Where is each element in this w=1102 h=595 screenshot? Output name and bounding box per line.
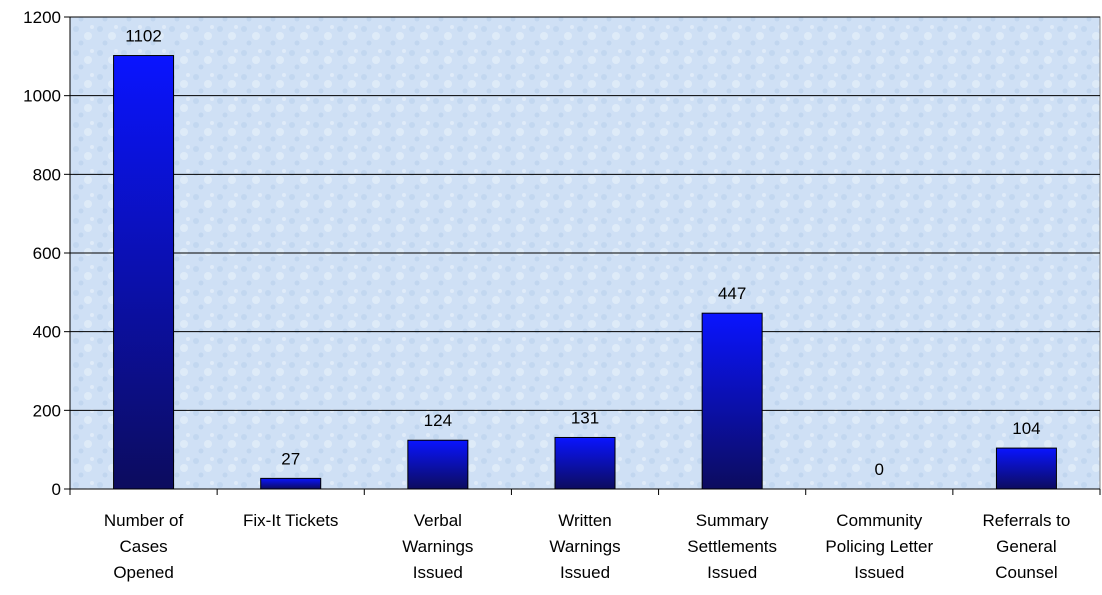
bar — [701, 312, 763, 490]
bar-series — [113, 55, 1057, 490]
bar — [113, 55, 175, 490]
x-category-label: Written — [558, 511, 612, 530]
y-tick-label: 800 — [33, 165, 61, 184]
bar — [995, 447, 1057, 490]
y-tick-label: 1200 — [23, 8, 61, 27]
data-label: 1102 — [125, 27, 162, 46]
x-category-label: Policing Letter — [825, 537, 933, 556]
y-axis: 0 200 400 600 800 1000 1200 — [23, 8, 71, 499]
x-category-label: Referrals to — [982, 511, 1070, 530]
x-category-label: Fix-It Tickets — [243, 511, 338, 530]
x-category-label: Issued — [413, 563, 463, 582]
y-tick-label: 600 — [33, 244, 61, 263]
x-category-label: Summary — [696, 511, 769, 530]
x-category-label: Community — [836, 511, 922, 530]
x-category-label: Counsel — [995, 563, 1057, 582]
x-category-label: Issued — [560, 563, 610, 582]
category-labels: Number of Cases Opened Fix-It Tickets Verbal… — [104, 511, 1070, 582]
x-category-label: Settlements — [687, 537, 777, 556]
x-axis — [69, 488, 1101, 495]
x-category-label: Issued — [707, 563, 757, 582]
x-category-label: General — [996, 537, 1056, 556]
data-label: 27 — [281, 449, 300, 468]
x-category-label: Warnings — [549, 537, 620, 556]
x-category-label: Warnings — [402, 537, 473, 556]
bar — [407, 439, 469, 490]
y-tick-label: 1000 — [23, 87, 61, 106]
x-category-label: Opened — [113, 563, 174, 582]
x-category-label: Verbal — [414, 511, 462, 530]
gridlines — [70, 16, 1100, 411]
y-tick-label: 0 — [52, 480, 61, 499]
y-tick-label: 200 — [33, 401, 61, 420]
data-label: 104 — [1012, 419, 1040, 438]
x-category-label: Number of — [104, 511, 184, 530]
bar — [260, 477, 322, 490]
data-label: 0 — [875, 460, 884, 479]
y-tick-label: 400 — [33, 323, 61, 342]
data-label: 447 — [718, 284, 746, 303]
data-labels: 1102 27 124 131 447 0 104 — [125, 27, 1040, 479]
data-label: 124 — [424, 411, 452, 430]
data-label: 131 — [571, 408, 599, 427]
x-category-label: Cases — [119, 537, 167, 556]
x-category-label: Issued — [854, 563, 904, 582]
bar — [554, 436, 616, 490]
